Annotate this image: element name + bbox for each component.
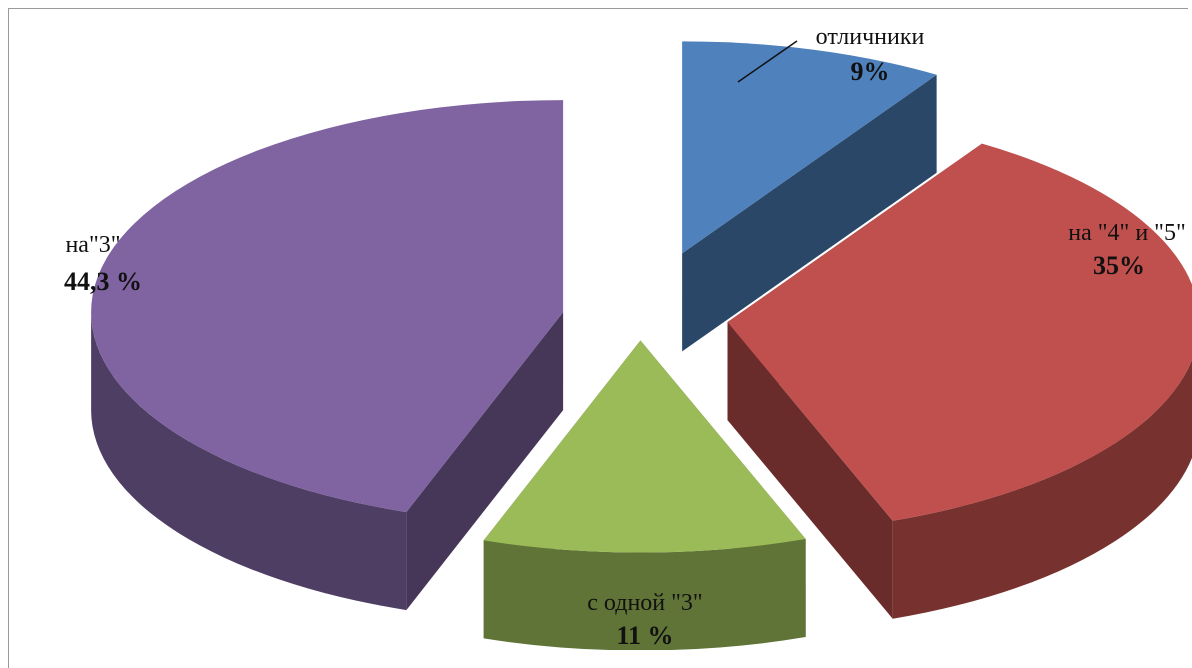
pie-slice-2 xyxy=(483,340,806,650)
pie-chart: отличники 9% на "4" и "5" 35% с одной "3… xyxy=(64,24,1192,650)
slice-top-3 xyxy=(91,100,564,513)
slice-label-name-3: на"3" xyxy=(65,232,120,258)
slice-top-2 xyxy=(483,340,806,553)
slice-label-value-0: 9% xyxy=(851,57,890,86)
slice-side-1 xyxy=(892,359,1192,619)
slice-side-2 xyxy=(483,539,806,650)
pie-slice-0 xyxy=(682,41,937,352)
slice-side-3 xyxy=(91,312,407,611)
slice-wall-0-1 xyxy=(682,74,937,352)
slice-top-1 xyxy=(727,143,1192,521)
slice-wall-1-1 xyxy=(727,322,893,619)
slice-top-0 xyxy=(682,41,937,254)
chart-frame xyxy=(8,8,1188,668)
slice-label-name-0: отличники xyxy=(816,24,925,50)
leader-line xyxy=(737,40,798,83)
slices-layer xyxy=(91,41,1192,650)
pie-slice-1 xyxy=(727,143,1192,619)
slice-label-value-2: 11 % xyxy=(616,621,673,650)
slice-wall-3-0 xyxy=(406,312,564,611)
slice-label-value-3: 44,3 % xyxy=(64,267,142,296)
slice-label-value-1: 35% xyxy=(1093,251,1145,280)
slice-label-name-2: с одной "3" xyxy=(587,590,702,616)
pie-slice-3 xyxy=(91,100,564,611)
slice-label-name-1: на "4" и "5" xyxy=(1068,220,1186,246)
labels-layer: отличники 9% на "4" и "5" 35% с одной "3… xyxy=(64,24,1186,650)
